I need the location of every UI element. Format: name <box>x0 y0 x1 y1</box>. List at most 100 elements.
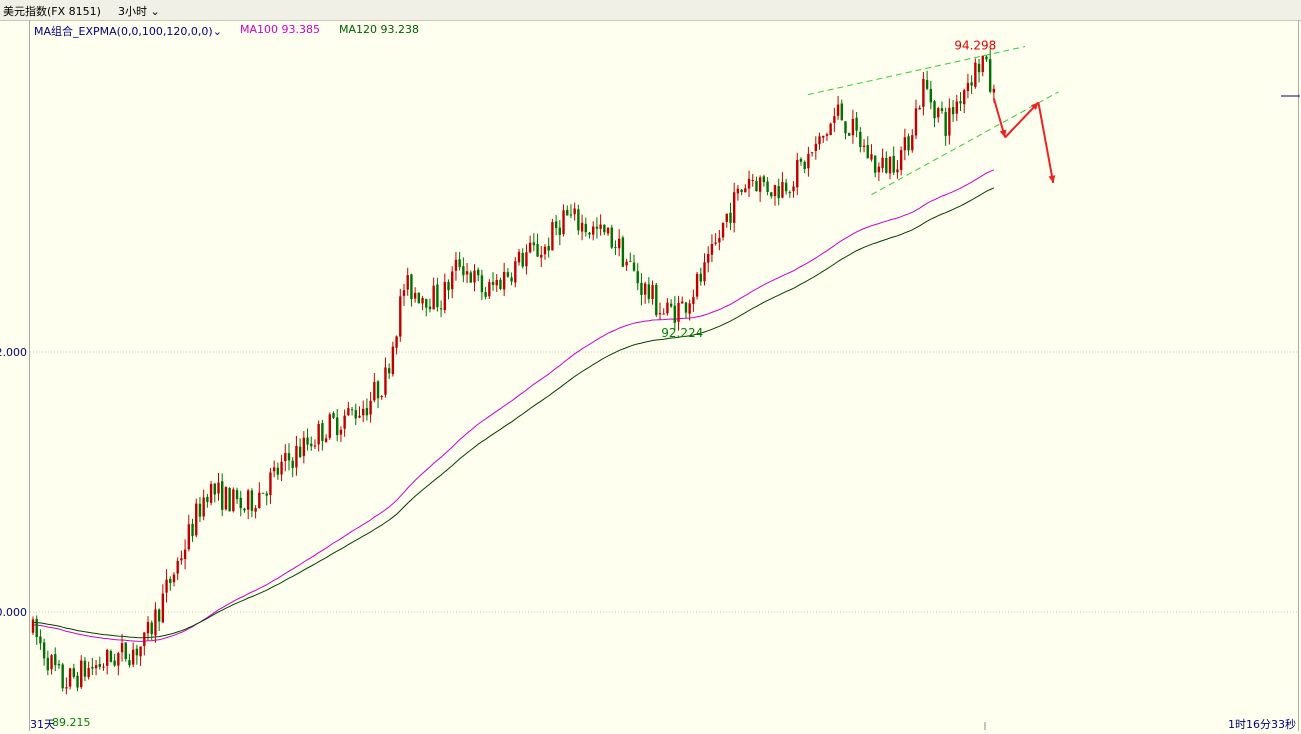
candle <box>209 481 213 506</box>
candle-body <box>807 153 810 169</box>
indicator-name[interactable]: MA组合_EXPMA(0,0,100,120,0,0)⌄ <box>34 25 222 38</box>
candle <box>718 229 721 251</box>
candle-body <box>836 104 840 116</box>
candle <box>592 221 595 241</box>
candle-body <box>848 132 851 136</box>
candle-body <box>50 655 53 670</box>
candle-body <box>477 269 480 276</box>
candle-body <box>443 281 447 311</box>
candle <box>254 505 257 519</box>
candle <box>113 653 116 668</box>
candle <box>766 177 769 196</box>
candle-body <box>554 221 558 229</box>
candle-body <box>955 101 958 114</box>
candle <box>395 335 398 355</box>
candle <box>532 233 536 252</box>
candle <box>751 174 754 187</box>
candle <box>770 192 773 199</box>
candle <box>91 657 94 676</box>
candle <box>221 473 224 517</box>
candle <box>272 460 276 478</box>
candle <box>662 308 665 315</box>
candle-body <box>577 209 580 231</box>
candle-body <box>773 185 777 197</box>
candle-body <box>339 429 343 435</box>
candle <box>465 262 469 284</box>
candle <box>692 289 695 312</box>
candle-body <box>146 621 150 634</box>
candle-body <box>224 486 228 510</box>
candle <box>39 629 42 650</box>
candle <box>176 557 179 581</box>
candle <box>788 190 792 198</box>
candle <box>239 490 242 517</box>
candle-body <box>488 282 491 297</box>
candle <box>432 277 435 310</box>
candle-body <box>788 192 792 194</box>
candle <box>54 647 57 672</box>
candle-body <box>495 279 498 286</box>
candle <box>506 268 510 278</box>
moving-average-layer <box>32 169 995 642</box>
candle <box>551 218 554 251</box>
candle <box>985 55 988 62</box>
candle <box>109 649 113 663</box>
chevron-down-icon: ⌄ <box>150 5 160 18</box>
candle <box>306 428 309 451</box>
channel-overlay-layer <box>807 46 1059 196</box>
candle-body <box>540 254 543 258</box>
candle <box>313 439 317 449</box>
candle <box>851 109 855 144</box>
candle <box>966 73 970 99</box>
candle <box>684 301 688 319</box>
candle-body <box>899 150 903 171</box>
candle <box>681 296 684 304</box>
candle <box>76 671 79 692</box>
candle-body <box>361 408 365 416</box>
period-label: 3小时 <box>118 5 147 18</box>
candle <box>840 99 843 121</box>
candle <box>269 467 272 504</box>
candle-body <box>202 497 205 517</box>
candle <box>911 129 914 153</box>
candle-body <box>39 636 42 644</box>
chart-frame <box>29 20 1299 731</box>
candle-body <box>814 143 818 152</box>
date-label: 31天 <box>30 718 55 731</box>
candle-body <box>643 283 647 295</box>
candle-body <box>925 79 929 89</box>
candle-body <box>992 88 996 93</box>
candle-body <box>347 408 350 416</box>
period-selector[interactable]: 3小时 ⌄ <box>118 3 160 19</box>
candle <box>825 132 829 141</box>
candle <box>699 267 702 286</box>
candle-body <box>417 292 421 304</box>
candle-body <box>862 145 866 147</box>
candle-body <box>614 246 617 248</box>
candle <box>135 644 139 665</box>
candle-body <box>551 222 554 251</box>
candle <box>606 226 610 236</box>
candle <box>380 395 383 400</box>
candle <box>918 105 921 110</box>
projection-arrow-segment <box>1037 102 1055 184</box>
candle-body <box>276 467 280 475</box>
candle <box>703 253 706 286</box>
candle <box>146 616 150 641</box>
candle <box>336 409 339 442</box>
candle-body <box>469 272 472 283</box>
candle <box>291 457 294 478</box>
candle-body <box>525 252 528 267</box>
low-annotation: 92.224 <box>661 326 703 340</box>
candle-body <box>606 228 610 234</box>
candle-body <box>358 415 361 418</box>
candle-body <box>521 252 524 267</box>
candle-body <box>462 266 465 276</box>
candle-body <box>506 272 510 277</box>
candle-body <box>131 649 135 665</box>
candle <box>621 235 625 268</box>
candle <box>707 246 710 273</box>
candle-body <box>669 303 673 307</box>
candle <box>963 88 966 114</box>
